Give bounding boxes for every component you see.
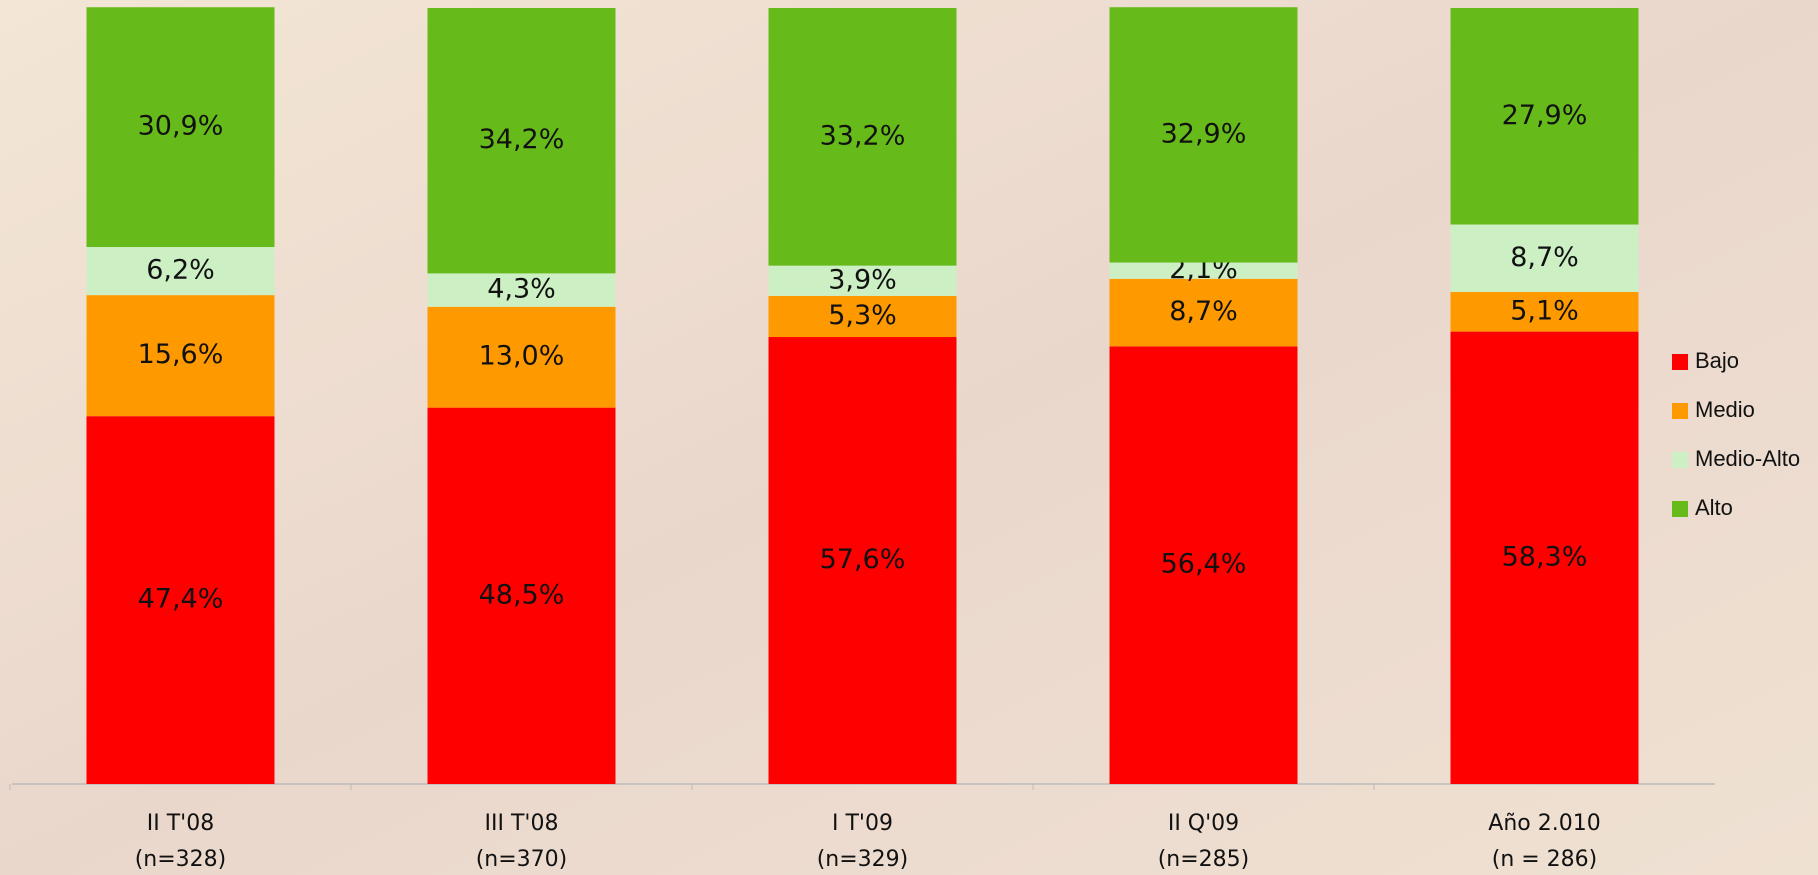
legend-label: Medio-Alto xyxy=(1695,446,1800,471)
x-tick-label: III T'08 xyxy=(485,811,559,836)
bar-segment xyxy=(1450,331,1639,784)
sample-size: (n=370) xyxy=(476,847,568,872)
x-tick-label: Año 2.010 xyxy=(1488,811,1600,836)
legend-swatch xyxy=(1672,403,1688,419)
x-tick-label: I T'09 xyxy=(832,811,893,836)
bar-segment xyxy=(427,306,616,408)
legend-label: Alto xyxy=(1695,495,1733,520)
data-label: 48,5% xyxy=(479,579,565,610)
data-label: 8,7% xyxy=(1169,296,1238,327)
bar-segment xyxy=(1109,278,1298,347)
bar-segment xyxy=(427,407,616,784)
data-label: 27,9% xyxy=(1502,100,1588,131)
data-label: 32,9% xyxy=(1161,118,1247,149)
bar-segment xyxy=(1109,262,1298,279)
legend-swatch xyxy=(1672,354,1688,370)
bar-segment xyxy=(768,265,957,296)
bar-segment xyxy=(86,7,275,248)
data-label: 8,7% xyxy=(1510,242,1579,273)
sample-size: (n=285) xyxy=(1158,847,1250,872)
x-tick-label: II Q'09 xyxy=(1168,811,1239,836)
data-label: 56,4% xyxy=(1161,549,1247,580)
legend-swatch xyxy=(1672,501,1688,517)
bar-segment xyxy=(427,273,616,307)
data-label: 33,2% xyxy=(820,120,906,151)
bar-segment xyxy=(1450,292,1639,332)
x-tick-label: II T'08 xyxy=(147,811,214,836)
bar-segment xyxy=(86,295,275,417)
bar-segment xyxy=(86,247,275,296)
bar-segment xyxy=(1109,346,1298,784)
data-label: 58,3% xyxy=(1502,541,1588,572)
data-label: 30,9% xyxy=(138,111,224,142)
legend-label: Bajo xyxy=(1695,348,1739,373)
data-label: 4,3% xyxy=(487,274,556,305)
legend-label: Medio xyxy=(1695,397,1755,422)
bar-segment xyxy=(1450,224,1639,293)
sample-size: (n=328) xyxy=(135,847,227,872)
legend-swatch xyxy=(1672,452,1688,468)
bar-segment xyxy=(86,416,275,784)
data-label: 34,2% xyxy=(479,124,565,155)
sample-size: (n = 286) xyxy=(1492,847,1598,872)
bar-segment xyxy=(1450,8,1639,225)
bar-segment xyxy=(427,8,616,274)
data-label: 5,3% xyxy=(828,300,897,331)
data-label: 5,1% xyxy=(1510,295,1579,326)
bar-segment xyxy=(768,337,957,784)
bar-segment xyxy=(1109,7,1298,263)
sample-size: (n=329) xyxy=(817,847,909,872)
data-label: 57,6% xyxy=(820,544,906,575)
data-label: 6,2% xyxy=(146,255,215,286)
bar-segment xyxy=(768,295,957,338)
data-label: 13,0% xyxy=(479,341,565,372)
data-label: 47,4% xyxy=(138,584,224,615)
data-label: 15,6% xyxy=(138,339,224,370)
bar-segment xyxy=(768,8,957,266)
data-label: 3,9% xyxy=(828,264,897,295)
